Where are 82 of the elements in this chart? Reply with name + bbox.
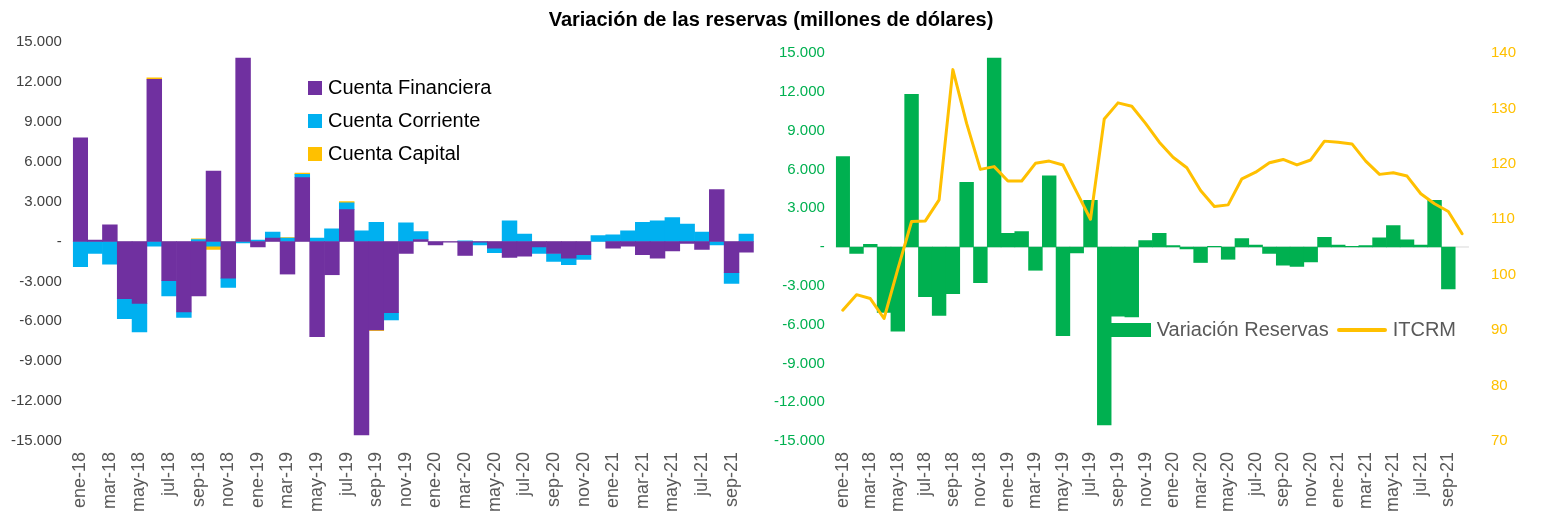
x-tick-label: jul-18 bbox=[158, 451, 179, 498]
legend-label: Cuenta Capital bbox=[328, 142, 461, 165]
y2-tick-label: 120 bbox=[1490, 153, 1516, 171]
y-tick-label: -12.000 bbox=[774, 392, 825, 410]
x-tick-label: may-19 bbox=[306, 451, 327, 513]
chart-title: Variación de las reservas (millones de dólares) bbox=[547, 8, 995, 30]
y-tick-label: 12.000 bbox=[778, 81, 825, 99]
x-tick-label: nov-20 bbox=[1299, 451, 1320, 508]
x-tick-label: may-21 bbox=[1382, 451, 1403, 513]
y2-tick-label: 130 bbox=[1490, 98, 1516, 116]
y-tick-label: -6.000 bbox=[19, 311, 62, 329]
x-tick-label: sep-18 bbox=[187, 451, 208, 508]
x-tick-label: sep-20 bbox=[542, 451, 563, 508]
x-tick-label: mar-21 bbox=[631, 451, 652, 509]
y-tick-label: 6.000 bbox=[787, 159, 825, 177]
x-tick-label: may-18 bbox=[886, 451, 907, 513]
y-tick-label: -3.000 bbox=[782, 275, 825, 293]
x-tick-label: mar-19 bbox=[1024, 451, 1045, 509]
x-tick-label: may-19 bbox=[1051, 451, 1072, 513]
y-tick-label: 15.000 bbox=[778, 43, 825, 61]
x-tick-label: ene-18 bbox=[831, 451, 852, 509]
y2-tick-label: 70 bbox=[1490, 431, 1508, 449]
x-tick-label: ene-21 bbox=[1327, 451, 1348, 509]
legend-label: Variación Reservas bbox=[1156, 318, 1329, 341]
x-tick-label: sep-19 bbox=[365, 451, 386, 508]
y-tick-label: 3.000 bbox=[24, 191, 62, 209]
y-tick-label: -15.000 bbox=[774, 431, 825, 449]
x-tick-label: sep-20 bbox=[1272, 451, 1293, 508]
x-tick-label: jul-19 bbox=[335, 451, 356, 498]
x-tick-label: may-20 bbox=[1217, 451, 1238, 513]
y-tick-label: 3.000 bbox=[787, 198, 825, 216]
x-tick-label: ene-18 bbox=[69, 451, 90, 509]
y-tick-label: -3.000 bbox=[19, 271, 62, 289]
x-tick-label: jul-21 bbox=[690, 451, 711, 498]
y-tick-label: 9.000 bbox=[787, 120, 825, 138]
y-tick-label: -12.000 bbox=[11, 391, 62, 409]
x-tick-label: sep-19 bbox=[1106, 451, 1127, 508]
x-tick-label: mar-18 bbox=[859, 451, 880, 509]
x-tick-label: ene-21 bbox=[602, 451, 623, 509]
y2-tick-label: 100 bbox=[1490, 264, 1516, 282]
x-tick-label: mar-21 bbox=[1354, 451, 1375, 509]
legend-label: Cuenta Financiera bbox=[328, 76, 492, 99]
legend-label: Cuenta Corriente bbox=[328, 109, 481, 132]
x-tick-label: sep-21 bbox=[720, 451, 741, 508]
x-tick-label: ene-20 bbox=[424, 451, 445, 509]
y-tick-label: - bbox=[56, 231, 62, 249]
x-tick-label: ene-19 bbox=[996, 451, 1017, 509]
x-tick-label: ene-19 bbox=[246, 451, 267, 509]
x-tick-label: mar-20 bbox=[1189, 451, 1210, 509]
x-tick-label: jul-18 bbox=[914, 451, 935, 498]
x-tick-label: jul-19 bbox=[1079, 451, 1100, 498]
x-tick-label: nov-19 bbox=[394, 451, 415, 508]
y-tick-label: -9.000 bbox=[782, 353, 825, 371]
y-tick-label: - bbox=[819, 237, 825, 255]
x-tick-label: may-20 bbox=[483, 451, 504, 513]
y2-tick-label: 140 bbox=[1490, 43, 1516, 61]
y-tick-label: -6.000 bbox=[782, 314, 825, 332]
x-tick-label: nov-18 bbox=[217, 451, 238, 508]
x-tick-label: jul-21 bbox=[1409, 451, 1430, 498]
x-tick-label: nov-19 bbox=[1134, 451, 1155, 508]
x-tick-label: mar-19 bbox=[276, 451, 297, 509]
x-tick-label: mar-18 bbox=[98, 451, 119, 509]
x-tick-label: nov-20 bbox=[572, 451, 593, 508]
x-tick-label: sep-18 bbox=[941, 451, 962, 508]
x-tick-label: jul-20 bbox=[513, 451, 534, 498]
x-tick-label: sep-21 bbox=[1437, 451, 1458, 508]
y-tick-label: 12.000 bbox=[15, 72, 62, 90]
y-tick-label: 15.000 bbox=[15, 32, 62, 50]
y-tick-label: 9.000 bbox=[24, 111, 62, 129]
y-tick-label: -9.000 bbox=[19, 351, 62, 369]
y-tick-label: 6.000 bbox=[24, 151, 62, 169]
y2-tick-label: 90 bbox=[1490, 320, 1508, 338]
x-tick-label: mar-20 bbox=[454, 451, 475, 509]
y2-tick-label: 80 bbox=[1490, 375, 1508, 393]
x-tick-label: nov-18 bbox=[969, 451, 990, 508]
y2-tick-label: 110 bbox=[1490, 209, 1515, 227]
x-tick-label: jul-20 bbox=[1244, 451, 1265, 498]
x-tick-label: may-18 bbox=[128, 451, 149, 513]
y-tick-label: -15.000 bbox=[11, 431, 62, 449]
x-tick-label: may-21 bbox=[661, 451, 682, 513]
x-tick-label: ene-20 bbox=[1162, 451, 1183, 509]
legend-label: ITCRM bbox=[1392, 318, 1456, 341]
